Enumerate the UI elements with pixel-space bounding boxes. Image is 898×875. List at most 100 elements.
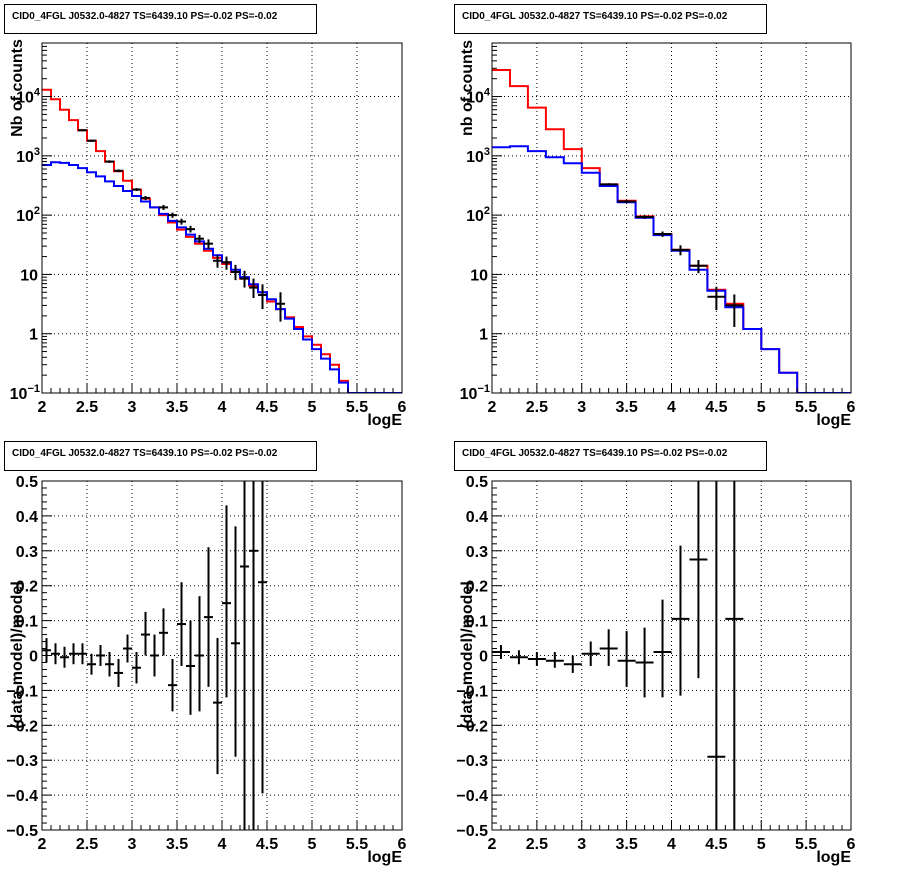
- data-point: [177, 582, 186, 666]
- grid: [42, 43, 402, 393]
- data-point: [186, 225, 195, 233]
- x-tick-label: 2.5: [526, 399, 548, 416]
- x-tick-label: 4: [667, 399, 676, 416]
- y-tick-label: 0: [479, 649, 488, 666]
- data-point: [671, 545, 690, 696]
- data-point: [599, 183, 618, 186]
- x-tick-label: 4.5: [705, 836, 727, 853]
- y-tick-label: 102: [16, 205, 40, 225]
- data-point: [105, 160, 114, 163]
- x-tick-label: 5: [308, 836, 317, 853]
- data-point: [159, 608, 168, 656]
- data-point: [689, 260, 708, 274]
- residual-panel-left: 2 2.5 3 3.5 4 4.5 5 5.5 6logE−0.5−0.4−0.3−0.2−0.…: [6, 474, 406, 866]
- y-tick-label: −0.5: [456, 823, 488, 840]
- y-tick-label: 0: [29, 649, 38, 666]
- data-point: [114, 169, 123, 173]
- plot-area: [492, 69, 851, 393]
- data-point: [177, 218, 186, 225]
- data-point: [258, 481, 267, 794]
- data-point: [545, 652, 564, 668]
- data-point: [231, 526, 240, 757]
- data-point: [51, 643, 60, 665]
- x-tick-label: 2: [488, 399, 497, 416]
- series-line-1: [42, 161, 402, 393]
- data-point: [249, 278, 258, 299]
- data-point: [563, 655, 582, 673]
- data-point: [213, 638, 222, 775]
- data-point: [707, 286, 726, 311]
- x-tick-label: 2.5: [76, 836, 98, 853]
- data-point: [492, 645, 510, 659]
- data-point: [105, 652, 114, 677]
- data-point: [240, 270, 249, 288]
- plot-area: [42, 481, 267, 830]
- x-tick-label: 4: [667, 836, 676, 853]
- x-tick-label: 4.5: [256, 836, 278, 853]
- data-point: [213, 255, 222, 268]
- data-point: [87, 653, 96, 675]
- data-point: [78, 129, 87, 132]
- y-tick-label: 1: [29, 327, 38, 344]
- y-tick-label: −0.4: [456, 788, 488, 805]
- y-tick-label: 0.5: [466, 474, 488, 491]
- x-tick-label: 4.5: [256, 399, 278, 416]
- y-axis-label: nb of counts: [459, 40, 476, 136]
- data-point: [527, 652, 546, 666]
- x-tick-label: 6: [847, 836, 856, 853]
- y-tick-label: 0.3: [16, 544, 38, 561]
- x-tick-label: 5.5: [346, 836, 368, 853]
- y-axis-label: (data-model)/model: [9, 581, 26, 729]
- data-point: [123, 634, 132, 663]
- data-point: [258, 284, 267, 310]
- data-point: [276, 292, 285, 322]
- data-point: [671, 245, 690, 256]
- x-tick-label: 6: [398, 836, 407, 853]
- x-tick-label: 5: [757, 399, 766, 416]
- data-point: [114, 658, 123, 687]
- data-point: [168, 658, 177, 712]
- x-tick-label: 6: [847, 399, 856, 416]
- data-point: [689, 481, 708, 679]
- data-point: [222, 256, 231, 270]
- data-point: [617, 199, 636, 204]
- x-tick-label: 2.5: [76, 399, 98, 416]
- data-point: [204, 547, 213, 687]
- x-tick-label: 3: [128, 399, 137, 416]
- data-point: [707, 481, 726, 830]
- y-axis: −0.5 −0.4 −0.3 −0.2 −0.1 0 0.1 0.2 0.3 0.4 0.5 (dat…: [456, 474, 502, 840]
- x-tick-label: 4: [218, 399, 227, 416]
- y-axis: −0.5 −0.4 −0.3 −0.2 −0.1 0 0.1 0.2 0.3 0.4 0.5 (dat…: [6, 474, 52, 840]
- plot-area: [42, 88, 402, 393]
- y-tick-label: 102: [466, 205, 490, 225]
- data-point: [168, 212, 177, 218]
- x-tick-label: 3: [128, 836, 137, 853]
- x-tick-label: 4.5: [705, 399, 727, 416]
- residual-panel-right: 2 2.5 3 3.5 4 4.5 5 5.5 6logE−0.5−0.4−0.3−0.2−0.…: [456, 474, 855, 866]
- data-point: [599, 629, 618, 666]
- data-point: [78, 643, 87, 665]
- x-tick-label: 3: [577, 836, 586, 853]
- y-axis-label: (data-model)/model: [459, 581, 476, 729]
- data-point: [617, 631, 636, 687]
- plot-title-bottom-right: CID0_4FGL J0532.0-4827 TS=6439.10 PS=-0.…: [454, 441, 767, 471]
- y-tick-label: 104: [466, 87, 491, 107]
- x-tick-label: 4: [218, 836, 227, 853]
- x-tick-label: 5.5: [795, 836, 817, 853]
- x-axis-label: logE: [816, 412, 851, 429]
- y-tick-label: 0.3: [466, 544, 488, 561]
- y-tick-label: 103: [16, 146, 40, 166]
- x-axis-label: logE: [816, 849, 851, 866]
- data-point: [240, 481, 249, 830]
- data-point: [195, 596, 204, 712]
- x-tick-label: 5.5: [346, 399, 368, 416]
- data-point: [725, 294, 744, 327]
- x-tick-label: 2: [38, 399, 47, 416]
- y-axis-label: Nb of counts: [9, 39, 26, 137]
